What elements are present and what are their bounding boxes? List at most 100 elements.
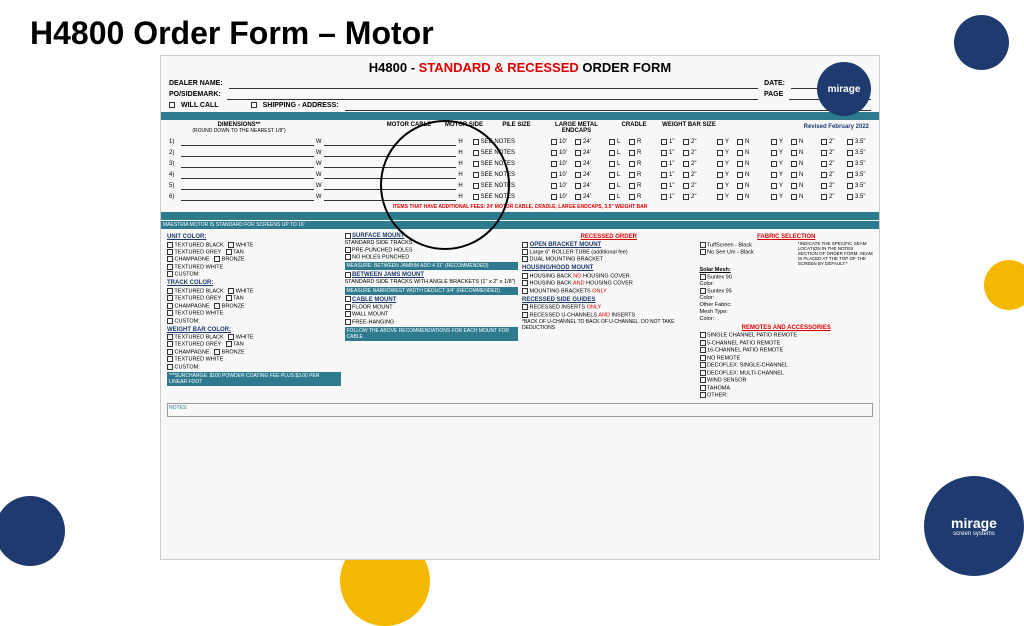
color-checkbox[interactable] <box>167 242 173 248</box>
endcap-checkbox[interactable] <box>737 194 743 200</box>
cradle-checkbox[interactable] <box>771 194 777 200</box>
side-checkbox[interactable] <box>629 139 635 145</box>
option-checkbox[interactable] <box>700 332 706 338</box>
wb-checkbox[interactable] <box>821 150 827 156</box>
surface-mount-checkbox[interactable] <box>345 233 351 239</box>
cable-checkbox[interactable] <box>575 150 581 156</box>
h-input[interactable] <box>324 148 457 157</box>
color-checkbox[interactable] <box>228 288 234 294</box>
color-checkbox[interactable] <box>214 349 220 355</box>
option-checkbox[interactable] <box>700 362 706 368</box>
pile-checkbox[interactable] <box>661 150 667 156</box>
side-checkbox[interactable] <box>609 161 615 167</box>
side-checkbox[interactable] <box>629 183 635 189</box>
option-checkbox[interactable] <box>700 242 706 248</box>
pile-checkbox[interactable] <box>683 183 689 189</box>
seenotes-checkbox[interactable] <box>473 194 479 200</box>
cable-checkbox[interactable] <box>551 183 557 189</box>
pile-checkbox[interactable] <box>661 161 667 167</box>
seenotes-checkbox[interactable] <box>473 139 479 145</box>
endcap-checkbox[interactable] <box>737 183 743 189</box>
cable-checkbox[interactable] <box>575 139 581 145</box>
option-checkbox[interactable] <box>700 249 706 255</box>
pile-checkbox[interactable] <box>661 194 667 200</box>
wb-checkbox[interactable] <box>821 183 827 189</box>
color-checkbox[interactable] <box>214 303 220 309</box>
endcap-checkbox[interactable] <box>717 172 723 178</box>
color-checkbox[interactable] <box>167 310 173 316</box>
cable-checkbox[interactable] <box>575 172 581 178</box>
side-checkbox[interactable] <box>609 172 615 178</box>
w-input[interactable] <box>181 192 314 201</box>
h-input[interactable] <box>324 181 457 190</box>
pile-checkbox[interactable] <box>661 139 667 145</box>
housing-checkbox[interactable] <box>522 273 528 279</box>
custom-checkbox[interactable] <box>167 318 173 324</box>
side-checkbox[interactable] <box>629 150 635 156</box>
housing-checkbox[interactable] <box>522 288 528 294</box>
endcap-checkbox[interactable] <box>717 150 723 156</box>
endcap-checkbox[interactable] <box>717 161 723 167</box>
dealer-input[interactable] <box>229 80 758 89</box>
between-jams-checkbox[interactable] <box>345 272 351 278</box>
wb-checkbox[interactable] <box>847 172 853 178</box>
seenotes-checkbox[interactable] <box>473 172 479 178</box>
side-checkbox[interactable] <box>609 139 615 145</box>
wb-checkbox[interactable] <box>821 139 827 145</box>
option-checkbox[interactable] <box>700 347 706 353</box>
color-checkbox[interactable] <box>167 303 173 309</box>
sg-checkbox[interactable] <box>522 312 528 318</box>
option-checkbox[interactable] <box>345 311 351 317</box>
seenotes-checkbox[interactable] <box>473 150 479 156</box>
pile-checkbox[interactable] <box>683 161 689 167</box>
option-checkbox[interactable] <box>345 304 351 310</box>
color-checkbox[interactable] <box>226 295 232 301</box>
side-checkbox[interactable] <box>629 161 635 167</box>
cable-checkbox[interactable] <box>575 183 581 189</box>
wb-checkbox[interactable] <box>821 161 827 167</box>
w-input[interactable] <box>181 148 314 157</box>
color-checkbox[interactable] <box>167 256 173 262</box>
color-checkbox[interactable] <box>226 341 232 347</box>
cradle-checkbox[interactable] <box>771 183 777 189</box>
w-input[interactable] <box>181 137 314 146</box>
color-checkbox[interactable] <box>228 242 234 248</box>
option-checkbox[interactable] <box>345 319 351 325</box>
option-checkbox[interactable] <box>700 355 706 361</box>
color-checkbox[interactable] <box>167 356 173 362</box>
pile-checkbox[interactable] <box>683 150 689 156</box>
color-checkbox[interactable] <box>228 334 234 340</box>
h-input[interactable] <box>324 192 457 201</box>
cradle-checkbox[interactable] <box>791 172 797 178</box>
endcap-checkbox[interactable] <box>737 139 743 145</box>
suntex-checkbox[interactable] <box>700 288 706 294</box>
endcap-checkbox[interactable] <box>717 183 723 189</box>
option-checkbox[interactable] <box>700 377 706 383</box>
option-checkbox[interactable] <box>700 370 706 376</box>
wb-checkbox[interactable] <box>847 139 853 145</box>
color-checkbox[interactable] <box>167 349 173 355</box>
cradle-checkbox[interactable] <box>791 194 797 200</box>
cable-checkbox[interactable] <box>575 194 581 200</box>
cradle-checkbox[interactable] <box>791 161 797 167</box>
shipping-checkbox[interactable] <box>251 102 257 108</box>
w-input[interactable] <box>181 159 314 168</box>
color-checkbox[interactable] <box>214 256 220 262</box>
option-checkbox[interactable] <box>522 256 528 262</box>
wb-checkbox[interactable] <box>821 194 827 200</box>
option-checkbox[interactable] <box>522 249 528 255</box>
side-checkbox[interactable] <box>609 194 615 200</box>
cradle-checkbox[interactable] <box>771 161 777 167</box>
color-checkbox[interactable] <box>167 334 173 340</box>
h-input[interactable] <box>324 137 457 146</box>
endcap-checkbox[interactable] <box>717 139 723 145</box>
wb-checkbox[interactable] <box>847 150 853 156</box>
seenotes-checkbox[interactable] <box>473 161 479 167</box>
suntex-checkbox[interactable] <box>700 274 706 280</box>
option-checkbox[interactable] <box>345 254 351 260</box>
side-checkbox[interactable] <box>629 194 635 200</box>
open-bracket-checkbox[interactable] <box>522 242 528 248</box>
endcap-checkbox[interactable] <box>717 194 723 200</box>
wb-checkbox[interactable] <box>847 161 853 167</box>
option-checkbox[interactable] <box>700 340 706 346</box>
